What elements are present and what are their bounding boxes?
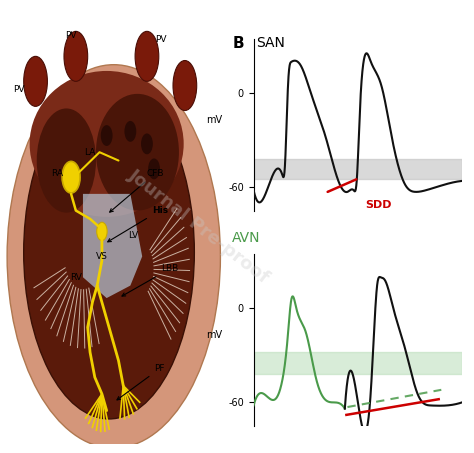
- Text: RA: RA: [51, 169, 63, 178]
- Text: RV: RV: [70, 273, 82, 282]
- Y-axis label: mV: mV: [206, 330, 222, 340]
- Ellipse shape: [135, 31, 159, 82]
- Text: LV: LV: [128, 231, 138, 240]
- Bar: [254, 352, 462, 374]
- Circle shape: [124, 121, 137, 142]
- Ellipse shape: [173, 61, 197, 111]
- Circle shape: [97, 222, 107, 241]
- Text: PV: PV: [13, 85, 25, 94]
- Text: SDD: SDD: [366, 199, 392, 210]
- Polygon shape: [83, 194, 142, 298]
- Bar: [254, 159, 462, 179]
- Circle shape: [148, 159, 160, 179]
- Text: VS: VS: [96, 252, 108, 261]
- Text: AVN: AVN: [232, 231, 261, 245]
- Text: LBB: LBB: [122, 265, 178, 296]
- Text: LA: LA: [84, 148, 96, 157]
- Ellipse shape: [24, 86, 194, 419]
- Text: SAN: SAN: [256, 36, 285, 50]
- Circle shape: [100, 125, 113, 146]
- Text: His: His: [108, 206, 168, 242]
- Circle shape: [141, 134, 153, 154]
- Ellipse shape: [36, 108, 96, 212]
- Circle shape: [62, 161, 80, 193]
- Ellipse shape: [64, 31, 88, 82]
- Ellipse shape: [29, 71, 184, 217]
- Text: PF: PF: [117, 364, 164, 400]
- Ellipse shape: [7, 65, 220, 448]
- Y-axis label: mV: mV: [206, 115, 222, 125]
- Ellipse shape: [96, 94, 179, 211]
- Text: B: B: [232, 36, 244, 51]
- Ellipse shape: [24, 56, 47, 106]
- Text: PV: PV: [65, 31, 77, 40]
- Text: CFB: CFB: [109, 169, 164, 212]
- Text: Journal Pre-proof: Journal Pre-proof: [125, 166, 273, 287]
- Text: PV: PV: [155, 35, 167, 44]
